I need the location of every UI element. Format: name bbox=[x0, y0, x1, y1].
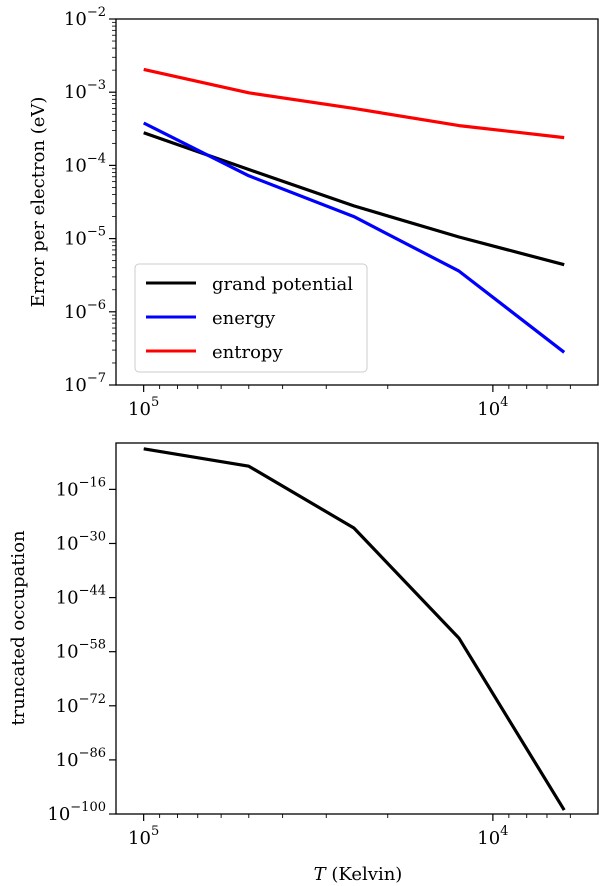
series-line-entropy bbox=[143, 67, 565, 140]
top-y-tick-label: 10−6 bbox=[64, 298, 106, 323]
bottom-panel: 105 104 10−16 10−30 10−44 10−58 10−72 10−86 10−… bbox=[8, 442, 599, 885]
legend-label-energy: energy bbox=[212, 308, 276, 329]
series-line-truncated-occupation bbox=[143, 447, 566, 811]
bottom-y-axis-label: truncated occupation bbox=[8, 530, 29, 726]
legend-box bbox=[134, 263, 368, 373]
series-line-energy bbox=[142, 121, 566, 354]
top-plot-frame bbox=[115, 18, 599, 386]
legend-label-entropy: entropy bbox=[212, 342, 283, 363]
top-y-tick-label: 10−4 bbox=[64, 151, 106, 176]
bottom-y-tick-label: 10−30 bbox=[56, 529, 106, 554]
bottom-y-tick-label: 10−72 bbox=[56, 692, 106, 717]
bottom-y-tick-label: 10−44 bbox=[56, 584, 106, 609]
top-x-tick-label: 105 bbox=[128, 395, 159, 420]
x-axis-label: T (Kelvin) bbox=[314, 864, 403, 885]
top-y-tick-label: 10−2 bbox=[64, 5, 106, 30]
top-y-tick-label: 10−7 bbox=[64, 371, 106, 396]
series-line-grand-potential bbox=[143, 131, 565, 267]
bottom-y-tick-label: 10−86 bbox=[56, 746, 106, 771]
legend-label-grand-potential: grand potential bbox=[212, 274, 353, 295]
bottom-y-tick-label: 10−100 bbox=[47, 800, 106, 825]
top-y-axis-label: Error per electron (eV) bbox=[28, 97, 49, 308]
bottom-x-tick-label: 105 bbox=[128, 824, 159, 849]
top-y-tick-label: 10−3 bbox=[64, 78, 106, 103]
top-x-tick-label: 104 bbox=[477, 395, 508, 420]
bottom-plot-frame bbox=[115, 442, 599, 815]
bottom-y-tick-label: 10−16 bbox=[56, 475, 106, 500]
bottom-x-tick-label: 104 bbox=[477, 824, 508, 849]
bottom-y-tick-label: 10−58 bbox=[56, 638, 106, 663]
top-panel: 105 104 10−2 10−3 10−4 10−5 10−6 10−7 Error pe… bbox=[28, 5, 599, 420]
legend: grand potential energy entropy bbox=[134, 263, 368, 373]
top-y-tick-label: 10−5 bbox=[64, 225, 106, 250]
